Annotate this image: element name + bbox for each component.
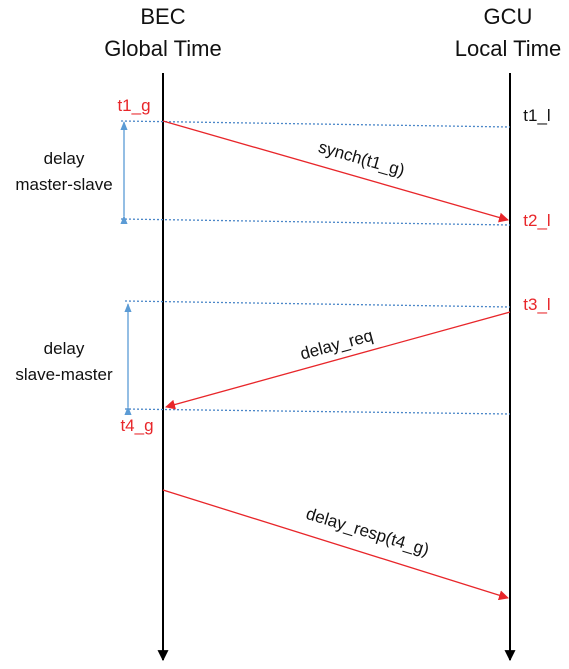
t2-l-label: t2_l <box>523 211 550 230</box>
t1-g-label: t1_g <box>117 96 150 115</box>
global-time-label: Global Time <box>104 36 221 61</box>
delay-req-message-label: delay_req <box>298 326 375 364</box>
synch-message-label: synch(t1_g) <box>316 137 407 180</box>
delay-resp-message-arrow <box>162 489 509 601</box>
t3-l-label: t3_l <box>523 295 550 314</box>
synch-message-arrow <box>162 120 509 223</box>
t3-dotted-line <box>124 300 511 308</box>
delay-slave-master-label-line1: delay <box>44 339 85 358</box>
bec-title: BEC <box>140 4 185 29</box>
delay-master-slave-label-line1: delay <box>44 149 85 168</box>
gcu-title: GCU <box>484 4 533 29</box>
local-time-label: Local Time <box>455 36 561 61</box>
delay-slave-master-label-line2: slave-master <box>15 365 113 384</box>
delay-req-message-arrow <box>165 311 511 410</box>
t1-dotted-line <box>120 120 511 128</box>
t2-dotted-line <box>120 218 511 226</box>
delay-resp-message-label: delay_resp(t4_g) <box>304 504 432 559</box>
t4-dotted-line <box>124 408 511 415</box>
t4-g-label: t4_g <box>120 416 153 435</box>
t1-l-label: t1_l <box>523 106 550 125</box>
delay-master-slave-label-line2: master-slave <box>15 175 112 194</box>
